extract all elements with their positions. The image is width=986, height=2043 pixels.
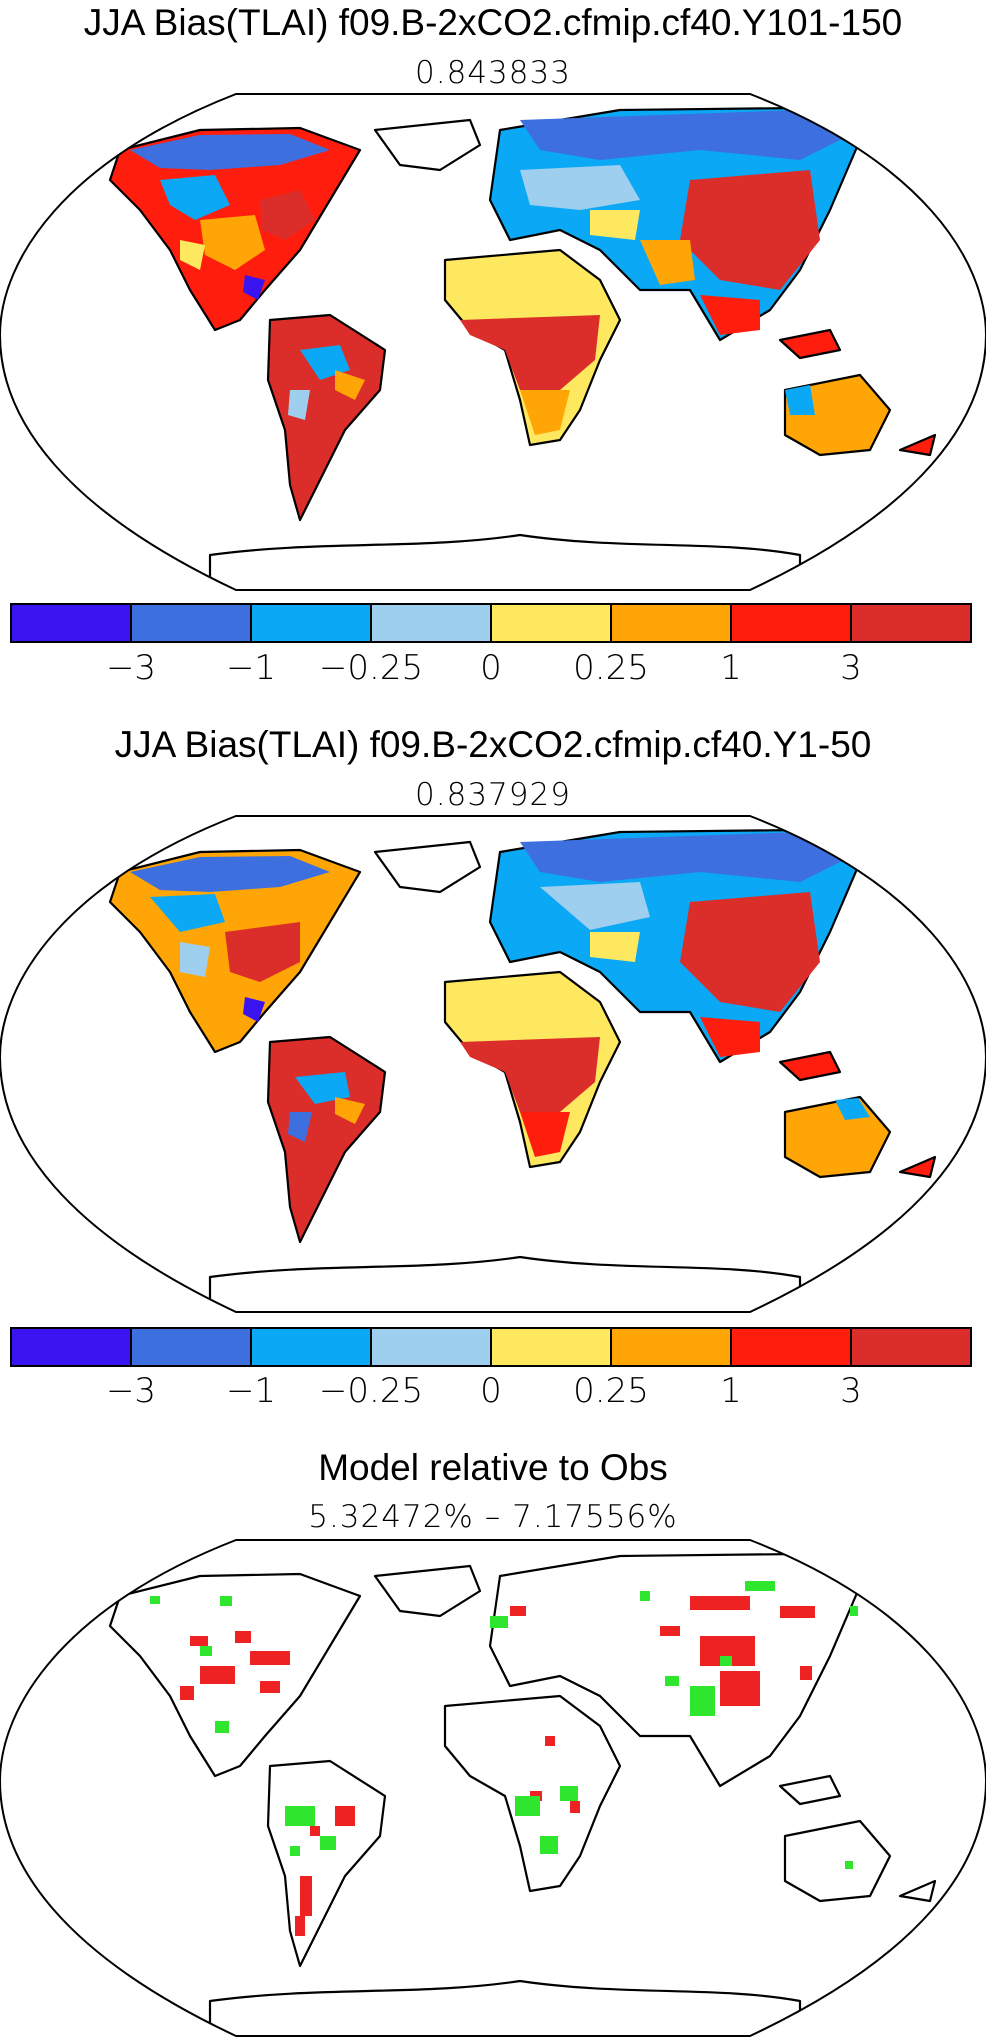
colorbar-2 — [10, 1327, 972, 1367]
panel2-map — [0, 815, 986, 1313]
better-significance-patches — [150, 1581, 858, 1869]
north-america-outline — [108, 1572, 362, 1778]
colorbar-label: −1 — [225, 1371, 277, 1411]
colorbar-segment — [252, 605, 372, 641]
south-america-region — [266, 1035, 387, 1244]
panel2-title: JJA Bias(TLAI) f09.B-2xCO2.cfmip.cf40.Y1… — [114, 724, 872, 765]
colorbar-label: 0.25 — [573, 648, 649, 688]
colorbar-label: 0 — [480, 1371, 502, 1411]
panel3-subtitle: 5.32472% – 7.17556% — [308, 1499, 678, 1535]
colorbar-segment — [252, 1329, 372, 1365]
colorbar-label: 0 — [480, 648, 502, 688]
colorbar-segment — [732, 605, 852, 641]
colorbar-label: 3 — [840, 1371, 862, 1411]
colorbar-label: −3 — [105, 1371, 157, 1411]
south-america-outline — [266, 1759, 387, 1968]
panel3-title: Model relative to Obs — [318, 1447, 668, 1488]
australia-region — [783, 1095, 892, 1179]
colorbar-segment — [852, 1329, 970, 1365]
colorbar-label: 3 — [840, 648, 862, 688]
colorbar-label: 0.25 — [573, 1371, 649, 1411]
colorbar-label: −3 — [105, 648, 157, 688]
colorbar-label: −1 — [225, 648, 277, 688]
panel1-title: JJA Bias(TLAI) f09.B-2xCO2.cfmip.cf40.Y1… — [83, 2, 903, 43]
colorbar-segment — [12, 1329, 132, 1365]
colorbar-segment — [132, 605, 252, 641]
worse-significance-patches — [180, 1596, 815, 1936]
colorbar-label: −0.25 — [318, 1371, 424, 1411]
colorbar-segment — [732, 1329, 852, 1365]
colorbar-segment — [132, 1329, 252, 1365]
colorbar-label: 1 — [720, 648, 742, 688]
colorbar-segment — [492, 605, 612, 641]
africa-outline — [443, 1694, 622, 1893]
colorbar-1 — [10, 603, 972, 643]
colorbar-segment — [372, 605, 492, 641]
panel1-subtitle: 0.843833 — [415, 55, 571, 91]
colorbar-segment — [492, 1329, 612, 1365]
panel1-map — [0, 93, 986, 591]
south-america-region — [266, 313, 387, 522]
panel3-map — [0, 1539, 986, 2037]
colorbar-segment — [372, 1329, 492, 1365]
colorbar-segment — [612, 605, 732, 641]
australia-outline — [783, 1819, 892, 1903]
colorbar-segment — [12, 605, 132, 641]
colorbar-label: −0.25 — [318, 648, 424, 688]
colorbar-label: 1 — [720, 1371, 742, 1411]
colorbar-segment — [852, 605, 970, 641]
panel2-subtitle: 0.837929 — [415, 777, 571, 813]
colorbar-segment — [612, 1329, 732, 1365]
